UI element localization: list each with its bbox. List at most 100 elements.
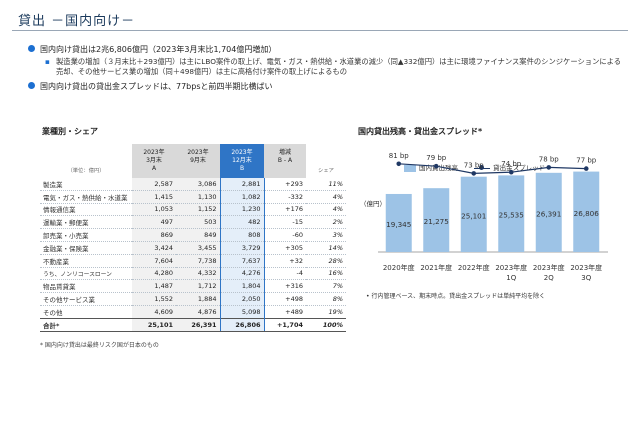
table-row: 物品賃貸業 1,487 1,712 1,804 +316 7% bbox=[40, 279, 346, 294]
cell-diff: +176 bbox=[264, 203, 306, 217]
header-col-a: 2023年 3月末 A bbox=[132, 144, 176, 178]
cell-sep: 3,455 bbox=[176, 241, 220, 255]
x-tick-label: 2Q bbox=[544, 274, 554, 282]
row-label: 電気・ガス・熱供給・水道業 bbox=[40, 190, 132, 204]
cell-a: 2,587 bbox=[132, 178, 176, 191]
sub-bullet-text: 製造業の増加（３月末比＋293億円）は主にLBO案件の取上げ、電気・ガス・熱供給… bbox=[56, 57, 622, 76]
cell-diff: -60 bbox=[264, 228, 306, 242]
cell-share: 16% bbox=[306, 267, 346, 281]
cell-a: 1,552 bbox=[132, 292, 176, 306]
row-label: 製造業 bbox=[40, 178, 132, 191]
bullet-item: 国内向け貸出の貸出金スプレッドは、77bpsと前四半期比横ばい bbox=[28, 81, 628, 92]
row-label: うち、ノンリコースローン bbox=[40, 267, 132, 281]
bar-value-label: 25,101 bbox=[461, 211, 486, 220]
chart-legend: 国内貸出残高 貸出金スプレッド bbox=[404, 162, 545, 172]
spread-point bbox=[471, 171, 477, 176]
sub-bullet-item: ▪ 製造業の増加（３月末比＋293億円）は主にLBO案件の取上げ、電気・ガス・熱… bbox=[28, 57, 628, 77]
bullet-item: 国内向け貸出は2兆6,806億円（2023年3月末比1,704億円増加） bbox=[28, 44, 628, 55]
table-row: 運輸業・郵便業 497 503 482 -15 2% bbox=[40, 215, 346, 230]
cell-share: 14% bbox=[306, 241, 346, 255]
cell-a: 1,053 bbox=[132, 203, 176, 217]
spread-point bbox=[546, 165, 552, 170]
header-col-sep: 2023年 9月末 bbox=[176, 144, 220, 178]
bar bbox=[535, 172, 562, 252]
cell-b: 482 bbox=[219, 215, 265, 230]
cell-sep: 1,884 bbox=[176, 292, 220, 306]
row-label: 不動産業 bbox=[40, 254, 132, 268]
cell-diff: -15 bbox=[264, 215, 306, 230]
cell-share: 4% bbox=[306, 203, 346, 217]
spread-value-label: 77 bp bbox=[576, 157, 597, 165]
row-label: 情報通信業 bbox=[40, 203, 132, 217]
row-label: 卸売業・小売業 bbox=[40, 228, 132, 242]
chart-note: • 行内管理ベース、期末時点。貸出金スプレッドは単純平均を除く bbox=[366, 293, 546, 300]
cell-sep: 503 bbox=[176, 215, 220, 230]
spread-value-label: 74 bp bbox=[501, 160, 522, 168]
cell-share: 4% bbox=[306, 190, 346, 204]
cell-a: 3,424 bbox=[132, 241, 176, 255]
bullet-text: 国内向け貸出の貸出金スプレッドは、77bpsと前四半期比横ばい bbox=[40, 82, 273, 91]
cell-sep: 1,130 bbox=[176, 190, 220, 204]
row-label: 合計* bbox=[40, 317, 132, 332]
row-label: 運輸業・郵便業 bbox=[40, 215, 132, 230]
header-col-share: シェア bbox=[318, 168, 334, 174]
cell-share: 28% bbox=[306, 254, 346, 268]
cell-a: 7,604 bbox=[132, 254, 176, 268]
page-title: 貸出 －国内向け－ bbox=[18, 14, 136, 29]
cell-b: 1,804 bbox=[219, 279, 265, 294]
cell-diff: -4 bbox=[264, 267, 306, 281]
table-header-row: （単位：億円） 2023年 3月末 A 2023年 9月末 2023年 12月末 B 増減… bbox=[40, 144, 346, 178]
row-label: 金融業・保険業 bbox=[40, 241, 132, 255]
industry-loan-table: （単位：億円） 2023年 3月末 A 2023年 9月末 2023年 12月末 B 増減… bbox=[40, 144, 346, 332]
cell-b: 808 bbox=[219, 228, 265, 242]
row-label: 物品賃貸業 bbox=[40, 279, 132, 294]
cell-diff: +316 bbox=[264, 279, 306, 294]
table-row: うち、ノンリコースローン 4,280 4,332 4,276 -4 16% bbox=[40, 267, 346, 281]
chart-unit-label: （億円） bbox=[360, 200, 386, 208]
cell-b: 1,230 bbox=[219, 203, 265, 217]
x-tick-label: 2022年度 bbox=[458, 263, 490, 272]
header-col-diff: 増減 B - A bbox=[264, 144, 306, 178]
cell-a: 1,415 bbox=[132, 190, 176, 204]
spread-value-label: 73 bp bbox=[464, 161, 485, 169]
cell-a: 869 bbox=[132, 228, 176, 242]
cell-share: 8% bbox=[306, 292, 346, 306]
spread-line bbox=[398, 163, 587, 175]
cell-b: 1,082 bbox=[219, 190, 265, 204]
cell-diff: +293 bbox=[264, 178, 306, 191]
bar bbox=[385, 193, 412, 252]
cell-b: 7,637 bbox=[219, 254, 265, 268]
cell-a: 4,280 bbox=[132, 267, 176, 281]
legend-line-swatch-icon bbox=[474, 164, 491, 172]
cell-a: 25,101 bbox=[132, 317, 176, 332]
legend-bar-swatch-icon bbox=[404, 164, 416, 172]
cell-sep: 3,086 bbox=[176, 178, 220, 191]
unit-label: （単位：億円） bbox=[67, 168, 105, 174]
table-row: 不動産業 7,604 7,738 7,637 +32 28% bbox=[40, 254, 346, 268]
cell-diff: +305 bbox=[264, 241, 306, 255]
x-tick-label: 2023年度 bbox=[570, 263, 602, 272]
cell-share: 2% bbox=[306, 215, 346, 230]
spread-value-label: 79 bp bbox=[426, 154, 447, 162]
spread-point bbox=[396, 161, 402, 167]
table-row: その他サービス業 1,552 1,884 2,050 +498 8% bbox=[40, 292, 346, 306]
cell-sep: 4,332 bbox=[176, 267, 220, 281]
legend-line-label: 貸出金スプレッド bbox=[493, 164, 546, 172]
x-tick-label: 3Q bbox=[581, 274, 591, 282]
x-tick-label: 2023年度 bbox=[495, 263, 527, 272]
bar-value-label: 26,806 bbox=[574, 209, 600, 218]
chart-section-title: 国内貸出残高・貸出金スプレッド* bbox=[358, 127, 483, 136]
table-row: 製造業 2,587 3,086 2,881 +293 11% bbox=[40, 178, 346, 191]
x-tick-label: 2020年度 bbox=[383, 263, 415, 272]
bar bbox=[423, 188, 450, 252]
cell-sep: 1,712 bbox=[176, 279, 220, 294]
cell-sep: 7,738 bbox=[176, 254, 220, 268]
spread-point bbox=[583, 166, 589, 171]
row-label: その他サービス業 bbox=[40, 292, 132, 306]
bar bbox=[498, 175, 525, 252]
bar bbox=[573, 171, 600, 252]
header-col-b: 2023年 12月末 B bbox=[220, 144, 264, 178]
bullet-dot-icon bbox=[28, 82, 35, 89]
spread-point bbox=[508, 169, 514, 175]
